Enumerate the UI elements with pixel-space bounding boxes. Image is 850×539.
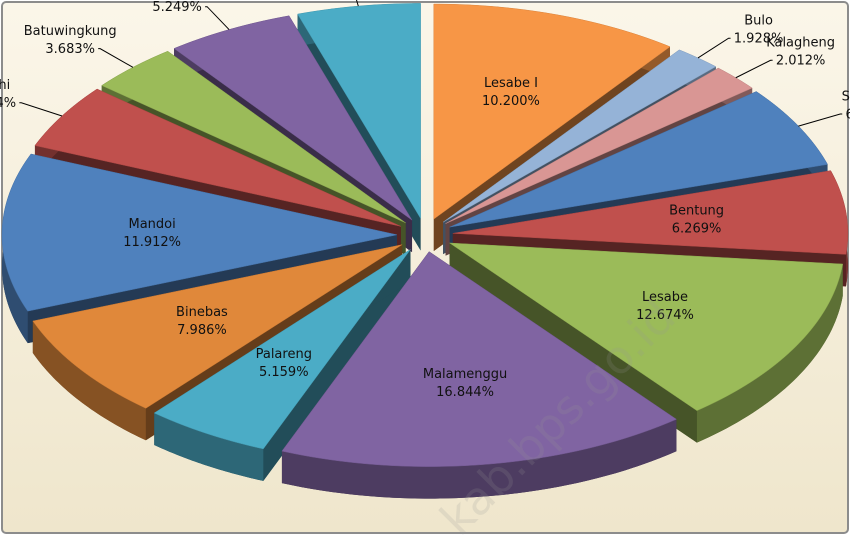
slice-label: Mandoi xyxy=(128,217,175,232)
slice-value: 11.912% xyxy=(123,235,181,250)
slice xyxy=(173,15,413,221)
slice xyxy=(281,251,677,467)
slice-value: 4.894% xyxy=(0,96,16,111)
slice-label: Kalagheng xyxy=(766,36,835,51)
slice-label: Bulo xyxy=(744,14,773,29)
slice-wall xyxy=(696,264,843,443)
labels: Lesabe I 10.200% Bulo 1.928%Kalagheng 2.012%… xyxy=(0,0,850,400)
leader-line xyxy=(735,59,773,79)
slice-wall xyxy=(154,412,264,481)
slice-label: Lesabe xyxy=(642,290,688,305)
leader-line xyxy=(98,48,134,68)
slice xyxy=(433,3,671,220)
slice-value: 2.012% xyxy=(776,54,826,69)
slice-value: 5.159% xyxy=(259,365,309,380)
slice xyxy=(448,242,844,411)
slice-wall xyxy=(281,419,677,499)
slice xyxy=(1,153,398,312)
slice xyxy=(32,244,403,409)
slice-wall xyxy=(32,321,146,441)
slice-value: 10.200% xyxy=(482,94,540,109)
slice-value: 6.269% xyxy=(672,222,722,237)
slice-label: Binebas xyxy=(176,305,228,320)
slice-label: Bentung xyxy=(669,204,724,219)
leader-line xyxy=(798,113,843,127)
slice-value: 1.928% xyxy=(734,32,784,47)
slice-label: Birahi xyxy=(0,78,10,93)
leader-line xyxy=(205,6,230,30)
leader-line xyxy=(697,37,731,59)
leader-line xyxy=(19,102,63,117)
slice-side xyxy=(263,249,411,481)
slice xyxy=(153,249,411,450)
slice-label: Palareng xyxy=(256,347,312,362)
slice-value: 6.150% xyxy=(845,107,850,122)
slice xyxy=(101,50,406,224)
slice-label: Lesabe I xyxy=(484,76,538,91)
pie xyxy=(1,3,849,499)
slice-value: 16.844% xyxy=(436,385,494,400)
slice-value: 12.674% xyxy=(636,308,694,323)
slice-value: 7.986% xyxy=(177,323,227,338)
slice-value: 3.683% xyxy=(45,42,95,57)
slice-value: 5.249% xyxy=(152,0,202,15)
slice xyxy=(452,170,849,255)
slice-label: Simueng xyxy=(842,89,850,104)
slice-label: Batuwingkung xyxy=(24,24,117,39)
slice xyxy=(442,49,717,223)
slice-label: Malamenggu xyxy=(423,367,507,382)
